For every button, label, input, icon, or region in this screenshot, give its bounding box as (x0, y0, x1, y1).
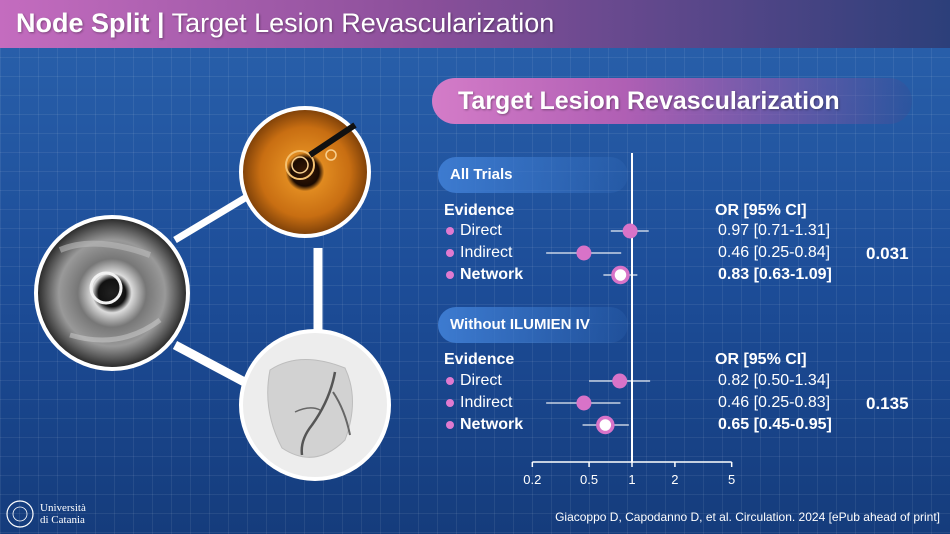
title-bold: Node Split (16, 8, 150, 38)
header-bar: Node Split | Target Lesion Revasculariza… (0, 0, 950, 48)
bullet-icon (446, 249, 454, 257)
point-estimate (576, 395, 592, 411)
connector-line (172, 341, 253, 389)
ivus-image (34, 215, 190, 371)
row-value: 0.65 [0.45-0.95] (718, 416, 832, 433)
bullet-icon (446, 271, 454, 279)
evidence-header: Evidence (444, 351, 515, 368)
row-label: Network (460, 416, 524, 433)
x-tick-label: 0.2 (523, 472, 541, 487)
angiography-image (239, 329, 391, 481)
evidence-header: Evidence (444, 202, 515, 219)
logo-line2: di Catania (40, 514, 85, 526)
bullet-icon (446, 399, 454, 407)
page-title: Node Split | Target Lesion Revasculariza… (16, 8, 554, 39)
citation: Giacoppo D, Capodanno D, et al. Circulat… (555, 510, 940, 524)
title-rest: Target Lesion Revascularization (171, 8, 555, 38)
section-without-ilumien: Without ILUMIEN IV (438, 307, 628, 343)
row-label: Indirect (460, 244, 513, 261)
logo-seal-icon (6, 500, 34, 528)
point-estimate (576, 245, 592, 261)
bullet-icon (446, 227, 454, 235)
network-estimate-point (596, 415, 615, 435)
row-value: 0.46 [0.25-0.83] (718, 394, 831, 411)
row-label: Direct (460, 222, 502, 239)
p-value: 0.135 (866, 394, 909, 413)
chart-title-banner: Target Lesion Revascularization (432, 78, 912, 124)
or-header: OR [95% CI] (715, 351, 807, 368)
point-estimate (622, 223, 638, 239)
p-value: 0.031 (866, 244, 909, 263)
x-tick-label: 1 (628, 472, 635, 487)
x-tick-label: 2 (671, 472, 678, 487)
section-label: All Trials (450, 166, 513, 183)
connector-line (173, 191, 252, 244)
row-value: 0.97 [0.71-1.31] (718, 222, 831, 239)
bullet-icon (446, 377, 454, 385)
row-label: Direct (460, 372, 502, 389)
oct-image (239, 106, 371, 238)
row-value: 0.46 [0.25-0.84] (718, 244, 831, 261)
row-value: 0.82 [0.50-1.34] (718, 372, 831, 389)
logo-line1: Università (40, 502, 86, 514)
logo-text: Università di Catania (40, 502, 86, 526)
x-tick-label: 5 (728, 472, 735, 487)
or-header: OR [95% CI] (715, 202, 807, 219)
row-label: Indirect (460, 394, 513, 411)
row-label: Network (460, 266, 524, 283)
bullet-icon (446, 421, 454, 429)
row-value: 0.83 [0.63-1.09] (718, 266, 832, 283)
point-estimate (612, 373, 628, 389)
section-all-trials: All Trials (438, 157, 628, 193)
chart-title: Target Lesion Revascularization (458, 87, 840, 115)
section-label: Without ILUMIEN IV (450, 316, 590, 333)
x-tick-label: 0.5 (580, 472, 598, 487)
network-estimate-point (611, 265, 630, 285)
title-separator: | (157, 8, 165, 38)
